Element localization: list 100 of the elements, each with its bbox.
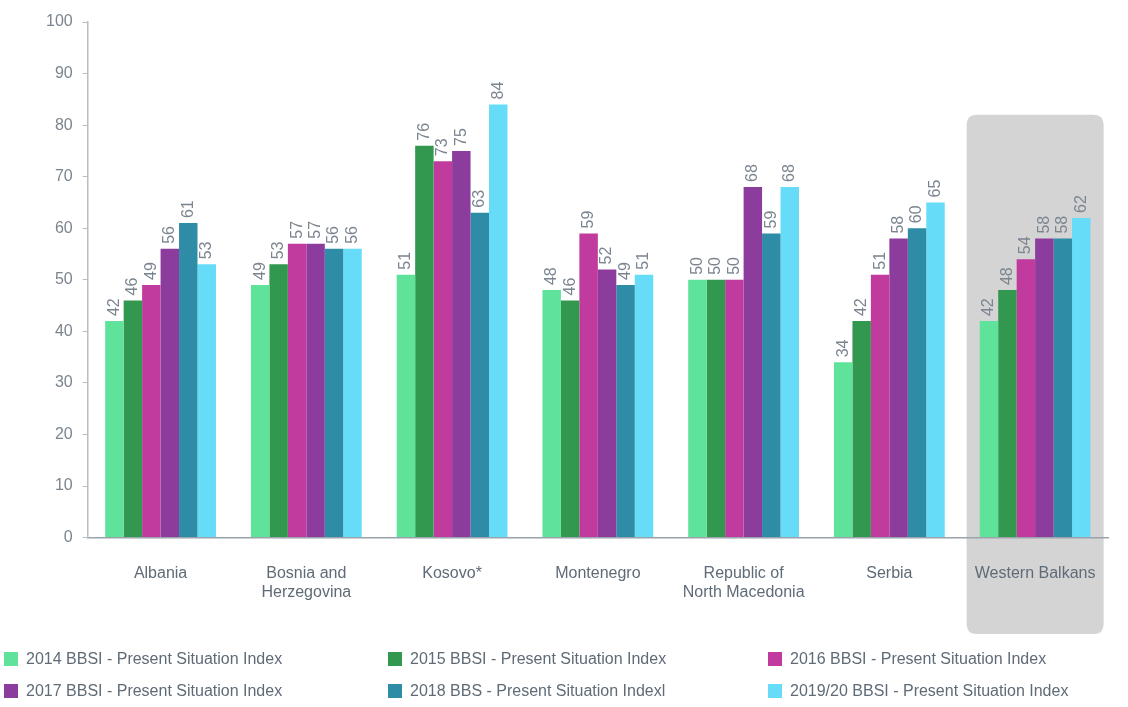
data-label: 42 <box>104 298 122 317</box>
data-label: 65 <box>925 179 943 198</box>
bar <box>250 284 270 538</box>
data-label: 59 <box>761 210 779 229</box>
x-tick-label: Montenegro <box>555 563 641 581</box>
bar <box>396 274 416 538</box>
data-label: 58 <box>1034 215 1052 234</box>
data-label: 49 <box>141 262 159 280</box>
bar <box>907 228 927 538</box>
data-label: 49 <box>250 262 268 280</box>
y-tick-label: 30 <box>54 373 73 391</box>
data-label: 84 <box>488 81 506 100</box>
bar <box>597 269 617 538</box>
x-tick-label: Bosnia and Herzegovina <box>261 563 352 600</box>
data-label: 62 <box>1071 195 1089 213</box>
legend-label: 2014 BBSI - Present Situation Index <box>26 650 283 668</box>
data-label: 50 <box>687 256 705 275</box>
data-label: 48 <box>997 267 1015 286</box>
data-label: 68 <box>780 164 798 182</box>
data-label: 42 <box>979 298 997 317</box>
data-label: 49 <box>615 262 633 280</box>
data-label: 57 <box>287 220 305 239</box>
legend-label: 2018 BBS - Present Situation Indexl <box>410 682 666 700</box>
data-label: 46 <box>560 277 578 296</box>
data-label: 56 <box>324 225 342 244</box>
x-tick-label: Kosovo* <box>422 563 482 581</box>
bar <box>743 186 763 538</box>
data-label: 56 <box>160 225 178 244</box>
bar <box>780 186 799 538</box>
bar <box>616 284 635 538</box>
bar <box>542 290 561 538</box>
data-label: 34 <box>833 339 851 358</box>
bar <box>452 150 471 538</box>
bar <box>324 248 344 538</box>
y-tick-label: 40 <box>54 321 73 339</box>
bar <box>433 161 453 538</box>
legend-label: 2016 BBSI - Present Situation Index <box>790 650 1047 668</box>
data-label: 42 <box>852 298 870 317</box>
data-label: 60 <box>907 205 925 224</box>
bar <box>852 321 871 538</box>
bar <box>1016 259 1036 538</box>
data-label: 68 <box>743 164 761 182</box>
bar <box>725 279 744 538</box>
data-label: 73 <box>433 138 451 157</box>
data-label: 75 <box>451 128 469 146</box>
data-label: 51 <box>634 251 652 270</box>
bar <box>197 264 216 538</box>
legend-label: 2019/20 BBSI - Present Situation Index <box>790 682 1069 700</box>
data-label: 46 <box>123 277 141 296</box>
bar <box>688 279 707 538</box>
bar <box>160 248 180 538</box>
data-label: 57 <box>305 220 323 239</box>
data-label: 58 <box>889 215 906 234</box>
bar <box>560 300 580 538</box>
bar <box>1035 238 1054 538</box>
data-label: 53 <box>269 241 287 260</box>
data-label: 59 <box>579 210 597 229</box>
bar <box>579 233 598 538</box>
x-tick-label: Western Balkans <box>974 563 1096 581</box>
data-label: 50 <box>706 256 724 275</box>
bar <box>287 243 307 538</box>
data-label: 51 <box>396 251 414 270</box>
bar <box>142 284 161 538</box>
y-tick-label: 100 <box>45 12 73 30</box>
x-tick-label: Serbia <box>866 563 913 581</box>
data-label: 63 <box>470 189 488 208</box>
bar <box>833 362 853 538</box>
y-tick-label: 20 <box>54 424 73 442</box>
data-label: 54 <box>1016 236 1034 255</box>
bar <box>470 212 490 538</box>
bar <box>979 321 999 538</box>
data-label: 53 <box>197 241 215 260</box>
data-label: 48 <box>542 267 560 286</box>
data-label: 58 <box>1053 215 1071 234</box>
bar <box>415 145 434 538</box>
bar <box>343 248 362 538</box>
bar <box>179 223 198 538</box>
bar <box>1053 238 1073 538</box>
y-tick-label: 90 <box>54 63 73 81</box>
x-tick-label: Albania <box>133 563 188 581</box>
data-label: 76 <box>414 122 432 141</box>
data-label: 56 <box>342 225 360 244</box>
bar <box>762 233 781 538</box>
bar <box>489 104 508 538</box>
data-label: 61 <box>178 200 196 219</box>
bar <box>998 290 1017 538</box>
legend-label: 2015 BBSI - Present Situation Index <box>410 650 667 668</box>
bar <box>1072 217 1091 538</box>
bar <box>706 279 726 538</box>
bar <box>634 274 654 538</box>
y-tick-label: 10 <box>54 476 73 494</box>
data-label: 52 <box>597 246 615 265</box>
y-tick-label: 70 <box>54 167 73 185</box>
data-label: 51 <box>870 251 888 270</box>
bar <box>870 274 890 538</box>
bar <box>889 238 908 538</box>
y-tick-label: 50 <box>54 270 73 288</box>
bar <box>926 202 945 538</box>
y-tick-label: 0 <box>63 528 73 546</box>
y-tick-label: 60 <box>54 218 73 236</box>
